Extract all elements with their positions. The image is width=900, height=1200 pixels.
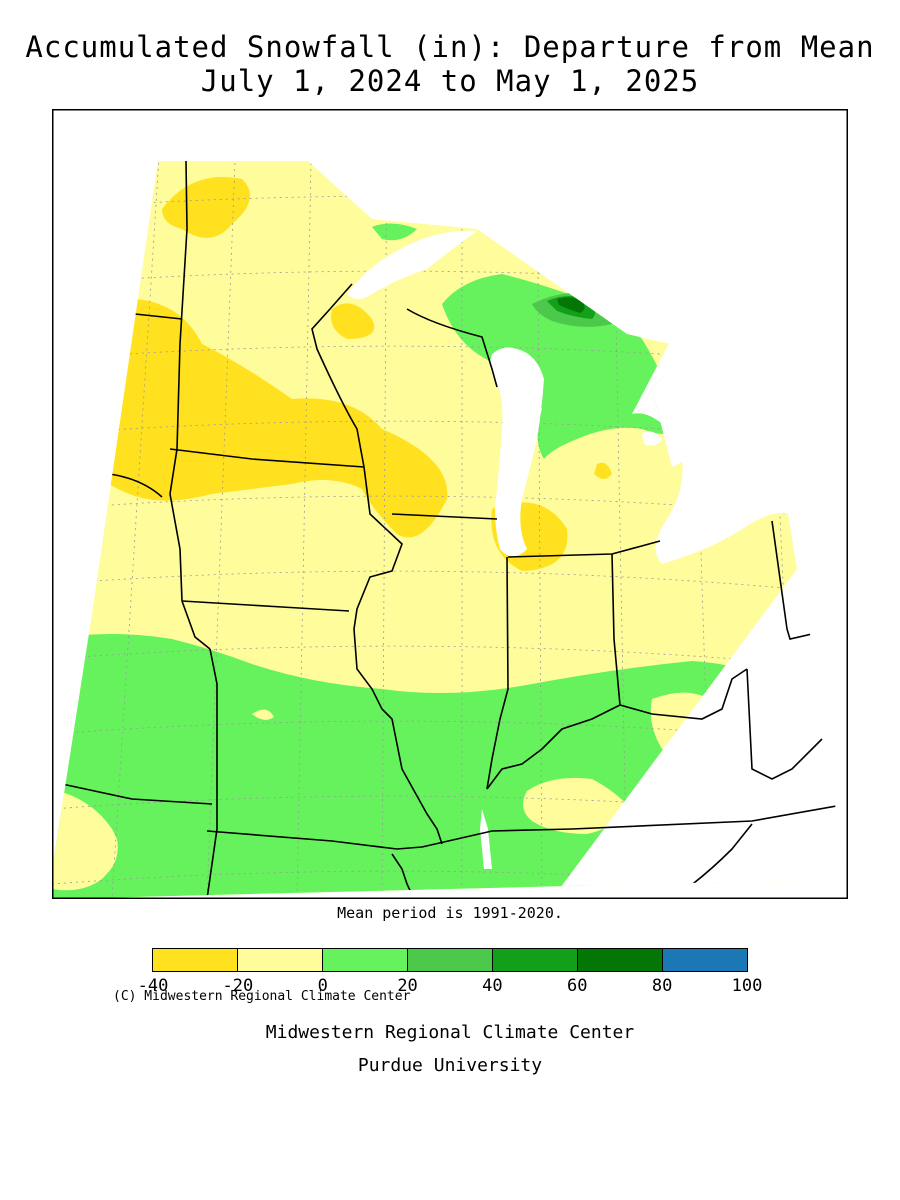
zone-60-to-80 (557, 297, 585, 313)
border-wi-mi (406, 308, 498, 388)
map-title: Accumulated Snowfall (in): Departure fro… (25, 30, 875, 64)
credit-university: Purdue University (357, 1055, 543, 1076)
border-mn-wi (311, 283, 365, 468)
border-il-mo (353, 628, 443, 845)
map-frame-border (52, 109, 848, 899)
legend-swatch-2 (323, 949, 408, 971)
border-mo-ar (206, 830, 423, 850)
border-in-oh (611, 553, 621, 706)
kentucky-lake (480, 809, 492, 869)
border-sd-mn-ia (169, 448, 365, 468)
legend-tick-label: 40 (482, 976, 503, 996)
legend-swatch-5 (578, 949, 663, 971)
border-ia-il (353, 466, 403, 630)
legend-tick-label: 100 (731, 976, 763, 996)
map-canvas (52, 109, 848, 899)
color-legend-bar (152, 948, 748, 972)
legend-swatch-0 (153, 949, 238, 971)
border-nd-mn (169, 161, 188, 495)
legend-swatch-1 (238, 949, 323, 971)
lake-superior (347, 230, 477, 299)
border-in-ky (486, 704, 621, 790)
border-nd-sd (134, 313, 183, 320)
border-wv (746, 668, 823, 780)
border-ks-ok (61, 783, 213, 805)
border-wi-il (391, 513, 498, 520)
state-borders (61, 161, 846, 899)
map-subtitle-date-range: July 1, 2024 to May 1, 2025 (200, 64, 700, 98)
copyright-label: (C) Midwestern Regional Climate Center (110, 988, 414, 1005)
legend-swatch-6 (663, 949, 747, 971)
legend-tick-label: 80 (651, 976, 673, 996)
border-sd-ne (109, 473, 163, 498)
legend-tick-label: 0 (317, 976, 328, 996)
border-oh-pa (771, 520, 813, 640)
snowfall-departure-map: (C) Midwestern Regional Climate Center (52, 109, 848, 1005)
legend-swatch-4 (493, 949, 578, 971)
border-ks-mo (206, 648, 218, 899)
border-oh-ky-wv (619, 668, 748, 720)
legend-tick-label: 60 (567, 976, 588, 996)
border-ky-tn (421, 803, 846, 848)
credit-organization: Midwestern Regional Climate Center (265, 1022, 635, 1043)
border-il-in (486, 556, 509, 790)
mean-period-note: Mean period is 1991-2020. (337, 904, 563, 922)
legend-tick-label: -20 (222, 976, 254, 996)
legend-tick-label: 20 (397, 976, 418, 996)
lake-michigan (490, 347, 544, 557)
legend-tick-label: -40 (137, 976, 169, 996)
border-ia-mo (181, 600, 350, 612)
legend-swatch-3 (408, 949, 493, 971)
